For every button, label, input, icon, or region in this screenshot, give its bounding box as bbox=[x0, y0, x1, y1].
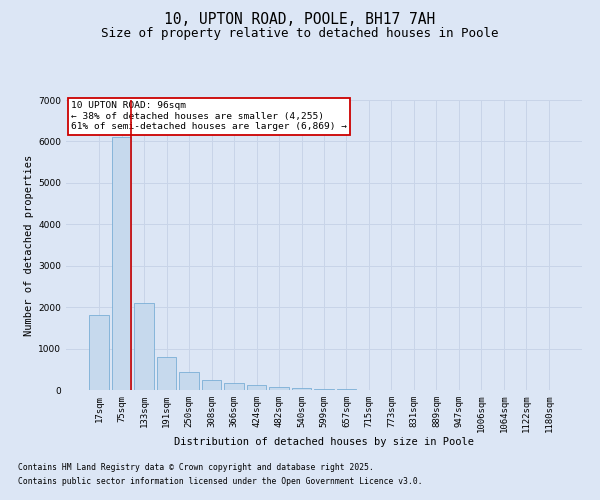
Bar bbox=[89, 316, 109, 390]
Bar bbox=[112, 138, 131, 390]
Bar bbox=[179, 372, 199, 390]
Bar bbox=[224, 383, 244, 390]
Bar bbox=[247, 386, 266, 390]
Bar bbox=[134, 303, 154, 390]
Text: Contains HM Land Registry data © Crown copyright and database right 2025.: Contains HM Land Registry data © Crown c… bbox=[18, 464, 374, 472]
Bar bbox=[292, 388, 311, 390]
Bar bbox=[314, 389, 334, 390]
Text: 10 UPTON ROAD: 96sqm
← 38% of detached houses are smaller (4,255)
61% of semi-de: 10 UPTON ROAD: 96sqm ← 38% of detached h… bbox=[71, 102, 347, 132]
X-axis label: Distribution of detached houses by size in Poole: Distribution of detached houses by size … bbox=[174, 436, 474, 446]
Bar bbox=[157, 357, 176, 390]
Text: Contains public sector information licensed under the Open Government Licence v3: Contains public sector information licen… bbox=[18, 477, 422, 486]
Y-axis label: Number of detached properties: Number of detached properties bbox=[24, 154, 34, 336]
Bar bbox=[269, 387, 289, 390]
Text: Size of property relative to detached houses in Poole: Size of property relative to detached ho… bbox=[101, 28, 499, 40]
Bar bbox=[202, 380, 221, 390]
Text: 10, UPTON ROAD, POOLE, BH17 7AH: 10, UPTON ROAD, POOLE, BH17 7AH bbox=[164, 12, 436, 28]
